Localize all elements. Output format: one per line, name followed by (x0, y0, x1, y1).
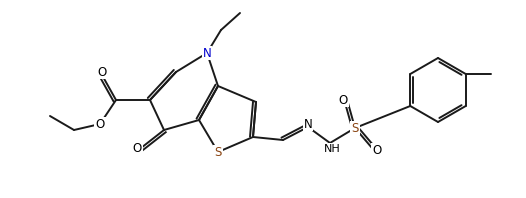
Text: S: S (214, 146, 221, 159)
Text: O: O (95, 117, 105, 130)
Text: O: O (372, 144, 382, 156)
Text: N: N (203, 47, 211, 60)
Text: O: O (97, 66, 107, 78)
Text: O: O (338, 93, 348, 107)
Text: S: S (351, 122, 359, 134)
Text: O: O (133, 142, 141, 154)
Text: NH: NH (323, 144, 340, 154)
Text: N: N (304, 117, 312, 130)
